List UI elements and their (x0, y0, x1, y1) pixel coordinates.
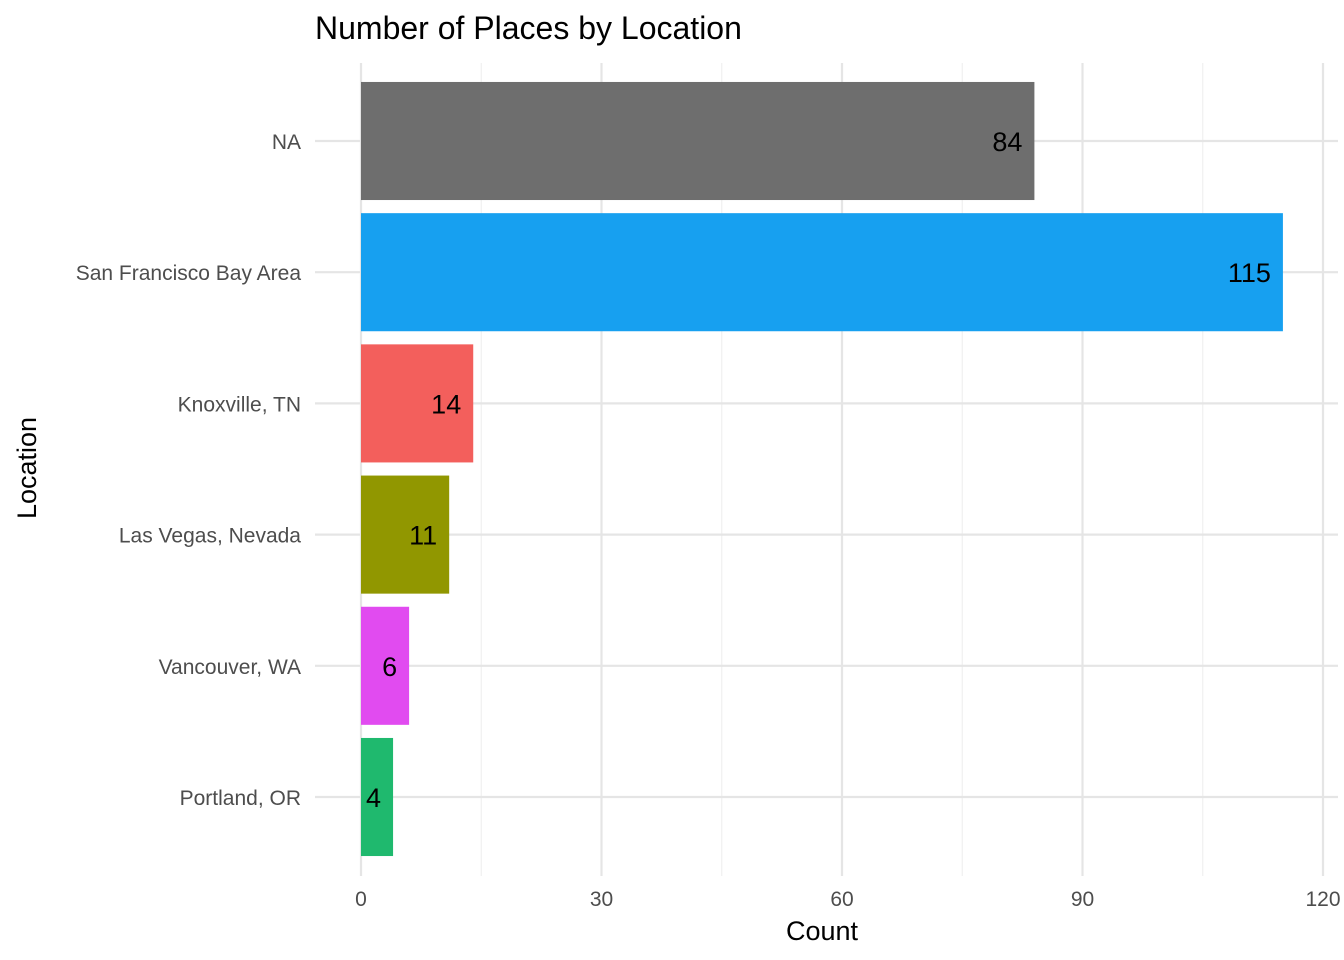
bar (361, 737, 394, 857)
bar (361, 606, 410, 725)
x-tick-label: 60 (830, 888, 853, 911)
data-label: 6 (382, 652, 397, 682)
x-tick-label: 120 (1305, 888, 1340, 911)
data-label: 4 (366, 783, 381, 813)
data-label: 11 (409, 521, 437, 551)
bars: 84 115 14 11 6 4 (361, 81, 1283, 857)
bar (361, 213, 1283, 332)
x-axis-title: Count (786, 916, 859, 946)
data-label: 14 (431, 389, 461, 419)
data-label: 84 (992, 127, 1022, 157)
y-tick-label: Las Vegas, Nevada (119, 525, 301, 548)
data-label: 115 (1228, 258, 1271, 288)
chart-title: Number of Places by Location (315, 10, 742, 46)
y-axis-ticks: NA San Francisco Bay Area Knoxville, TN Las… (76, 131, 302, 810)
x-axis-ticks: 0 30 60 90 120 (355, 888, 1340, 911)
x-tick-label: 90 (1071, 888, 1094, 911)
y-axis-title: Location (12, 417, 42, 519)
bar (361, 344, 474, 463)
y-tick-label: Vancouver, WA (159, 656, 301, 679)
y-tick-label: Portland, OR (180, 787, 301, 810)
bar (361, 81, 1035, 201)
x-tick-label: 30 (590, 888, 613, 911)
x-tick-label: 0 (355, 888, 367, 911)
bar (361, 475, 450, 594)
y-tick-label: NA (272, 131, 301, 154)
y-tick-label: Knoxville, TN (178, 393, 301, 416)
y-tick-label: San Francisco Bay Area (76, 262, 302, 285)
